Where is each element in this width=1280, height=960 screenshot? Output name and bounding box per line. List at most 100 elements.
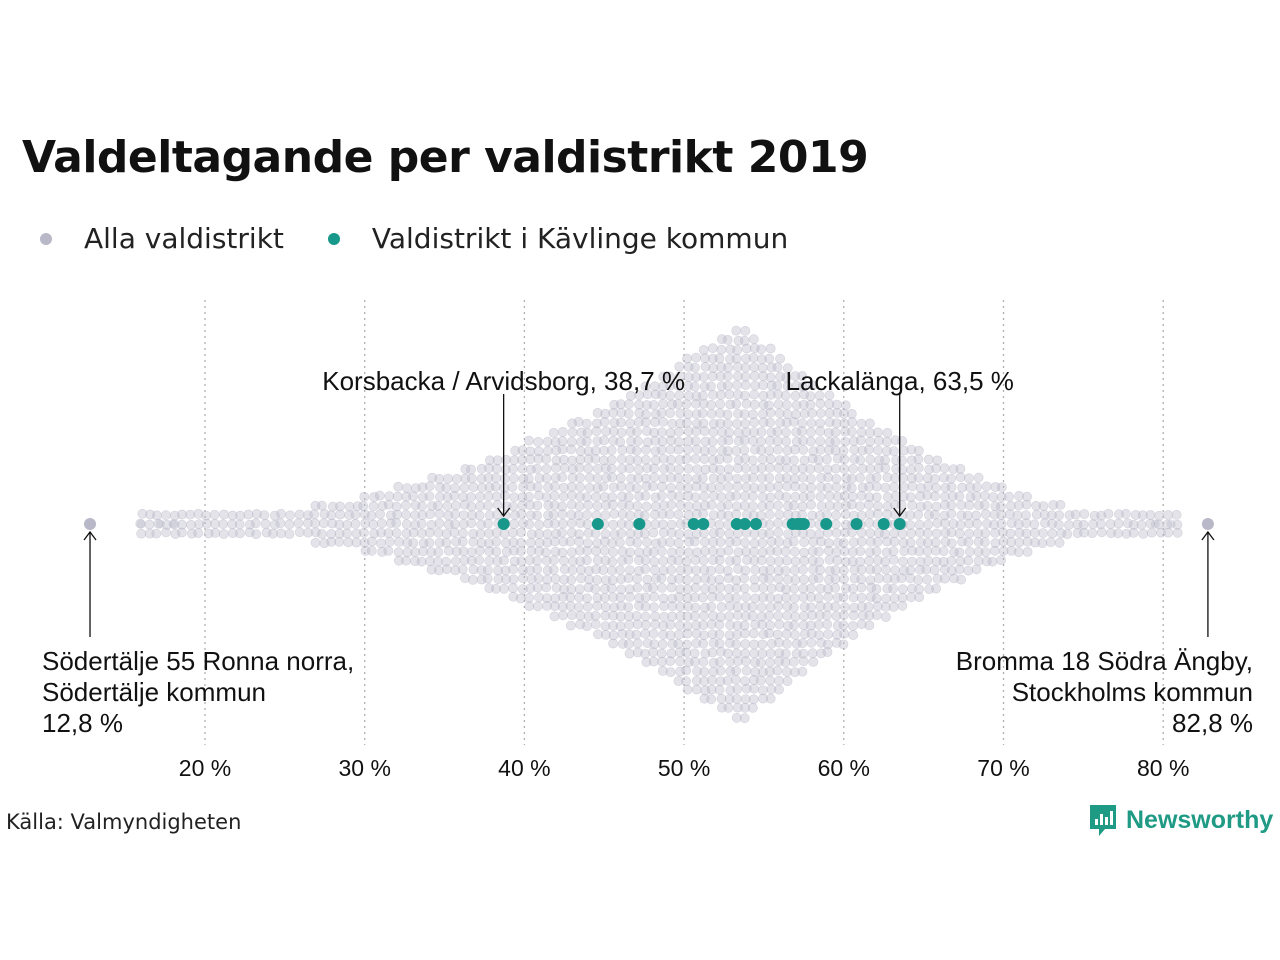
- district-point: [848, 610, 859, 621]
- district-point: [699, 491, 710, 502]
- district-point: [714, 592, 725, 602]
- district-point: [524, 491, 534, 502]
- district-point: [599, 545, 610, 556]
- district-point: [624, 619, 635, 630]
- district-point: [457, 528, 468, 539]
- district-point: [907, 556, 917, 567]
- x-tick-label: 40 %: [498, 755, 550, 781]
- district-point: [625, 592, 635, 602]
- district-point: [814, 529, 825, 539]
- district-point: [789, 455, 799, 466]
- district-point: [559, 574, 569, 585]
- district-point: [814, 546, 824, 557]
- district-point: [690, 362, 700, 373]
- district-point: [756, 555, 767, 566]
- district-point: [749, 427, 759, 437]
- district-point: [847, 499, 857, 510]
- district-point: [706, 601, 717, 612]
- district-point: [284, 519, 295, 530]
- district-point: [666, 582, 677, 593]
- district-point: [907, 500, 918, 511]
- district-point: [673, 639, 684, 649]
- district-point: [715, 612, 726, 622]
- district-point: [797, 426, 807, 437]
- district-point: [576, 564, 586, 575]
- district-point: [466, 518, 477, 528]
- legend-label-kavlinge: Valdistrikt i Kävlinge kommun: [371, 222, 789, 255]
- district-point: [607, 463, 617, 474]
- district-point: [673, 444, 684, 455]
- district-point: [1013, 519, 1024, 530]
- district-point: [624, 399, 634, 410]
- district-point: [516, 546, 526, 556]
- district-point: [666, 565, 677, 575]
- district-point: [366, 545, 377, 556]
- district-point: [798, 656, 809, 667]
- district-point: [350, 509, 361, 520]
- district-point: [874, 573, 884, 584]
- district-point: [799, 537, 809, 548]
- district-point: [732, 481, 743, 492]
- district-point: [740, 325, 751, 336]
- kavlinge-district-point: [633, 518, 646, 530]
- district-point: [410, 547, 421, 558]
- district-point: [515, 593, 526, 604]
- district-point: [772, 436, 783, 446]
- district-point: [880, 556, 891, 567]
- district-point: [979, 500, 990, 510]
- district-point: [623, 573, 634, 584]
- district-point: [617, 463, 627, 474]
- district-point: [739, 628, 750, 639]
- district-point: [344, 501, 355, 512]
- district-point: [493, 574, 504, 585]
- district-point: [516, 556, 527, 567]
- district-point: [675, 408, 686, 419]
- district-point: [748, 675, 759, 685]
- district-point: [831, 482, 842, 492]
- district-point: [764, 519, 775, 530]
- district-point: [807, 453, 818, 464]
- district-point: [499, 473, 510, 484]
- district-point: [981, 556, 992, 567]
- district-point: [714, 519, 725, 530]
- district-point: [375, 509, 385, 520]
- district-point: [501, 454, 511, 465]
- district-point: [741, 427, 752, 437]
- district-point: [548, 564, 559, 575]
- district-point: [706, 381, 716, 392]
- district-point: [780, 390, 791, 401]
- district-point: [451, 473, 462, 484]
- district-point: [839, 463, 850, 474]
- district-point: [765, 492, 776, 503]
- district-point: [1171, 510, 1182, 520]
- district-point: [722, 675, 733, 686]
- district-point: [740, 702, 750, 713]
- district-point: [824, 500, 835, 511]
- district-point: [915, 491, 926, 502]
- district-point: [747, 703, 758, 713]
- district-point: [813, 463, 824, 473]
- district-point: [905, 573, 916, 584]
- district-point: [648, 527, 659, 538]
- district-point: [872, 509, 883, 519]
- district-point: [791, 409, 801, 420]
- district-point: [509, 492, 520, 502]
- district-point: [921, 564, 932, 575]
- district-point: [608, 620, 618, 631]
- district-point: [534, 519, 545, 530]
- district-point: [707, 675, 717, 685]
- district-point: [996, 482, 1007, 493]
- district-point: [1021, 518, 1032, 529]
- district-point: [424, 481, 435, 492]
- district-point: [433, 565, 444, 576]
- district-point: [764, 574, 775, 584]
- district-point: [591, 564, 601, 575]
- district-point: [739, 435, 750, 446]
- district-point: [682, 684, 693, 695]
- district-point: [641, 620, 651, 630]
- district-point: [731, 665, 741, 676]
- district-point: [1006, 537, 1017, 547]
- district-point: [516, 527, 527, 538]
- district-point: [714, 684, 725, 695]
- district-point: [600, 630, 611, 640]
